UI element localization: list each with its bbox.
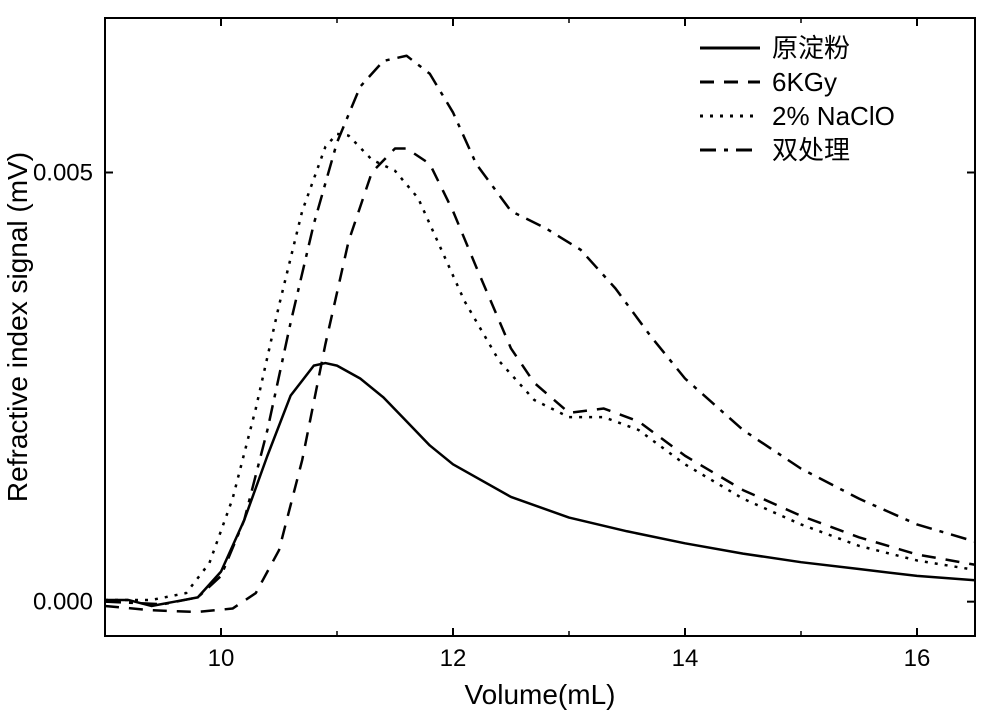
y-axis-label: Refractive index signal (mV) <box>2 152 33 502</box>
line-chart: 10 12 14 16 0.000 0.005 Volume(mL) Refractive i… <box>0 0 1000 718</box>
x-tick-label: 14 <box>672 645 699 672</box>
x-tick-label: 10 <box>208 645 235 672</box>
x-tick-label: 12 <box>440 645 467 672</box>
legend-label: 2% NaClO <box>772 101 895 131</box>
legend-label: 原淀粉 <box>772 33 850 63</box>
chart-container: 10 12 14 16 0.000 0.005 Volume(mL) Refractive i… <box>0 0 1000 718</box>
y-tick-label: 0.005 <box>33 160 93 187</box>
legend-label: 双处理 <box>772 135 850 165</box>
x-tick-label: 16 <box>904 645 931 672</box>
legend-label: 6KGy <box>772 67 837 97</box>
y-tick-label: 0.000 <box>33 589 93 616</box>
x-axis-label: Volume(mL) <box>465 679 616 710</box>
